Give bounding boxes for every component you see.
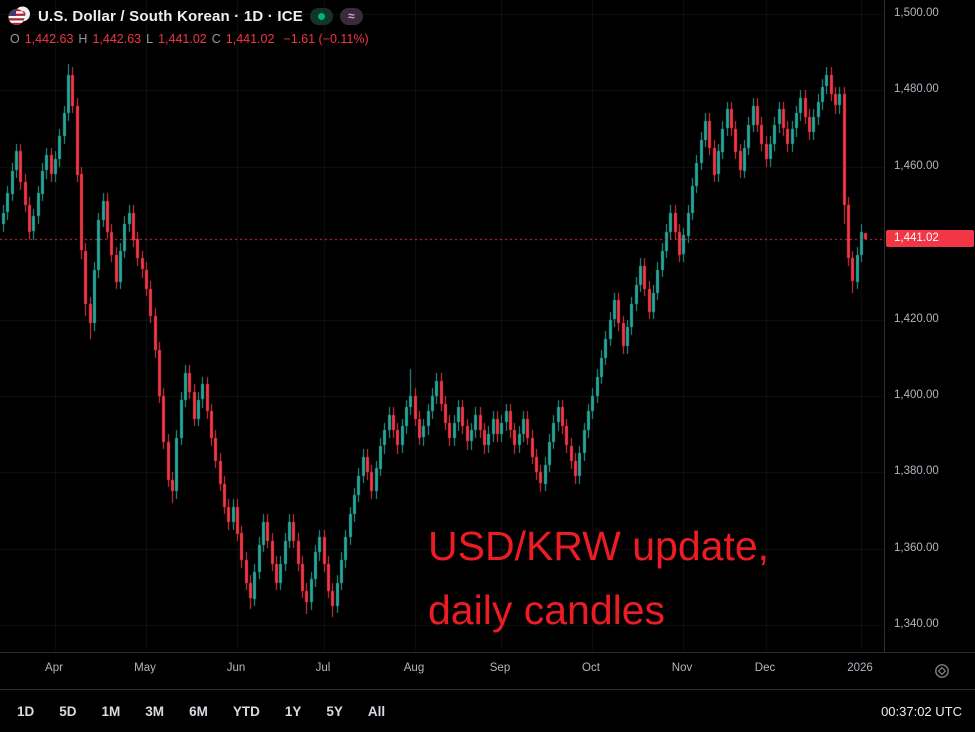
time-axis-label: Sep: [489, 662, 511, 674]
price-axis-label: 1,480.00: [894, 83, 939, 96]
price-axis-label: 1,360.00: [894, 541, 939, 554]
price-axis-label: 1,500.00: [894, 7, 939, 19]
price-axis-label: 1,400.00: [894, 388, 939, 401]
price-axis-label: 1,420.00: [894, 312, 939, 325]
time-axis-label: Jun: [226, 662, 246, 674]
data-mode-pill[interactable]: ≈: [339, 7, 363, 25]
utc-clock[interactable]: 00:37:02 UTC: [881, 703, 962, 719]
close-label: C: [211, 32, 221, 46]
market-status-pill[interactable]: [309, 7, 333, 25]
range-button-1m[interactable]: 1M: [101, 703, 121, 719]
time-axis[interactable]: Apr May Jun Jul Aug Sep Oct Nov Dec 2026: [0, 652, 975, 690]
time-axis-label: Jul: [315, 662, 331, 674]
price-axis[interactable]: 1,441.02 1,500.00 1,480.00 1,460.00 1,420.0…: [884, 0, 975, 652]
close-value: 1,441.02: [225, 32, 275, 46]
annotation-line-1: USD/KRW update,: [428, 523, 770, 569]
price-axis-label: 1,460.00: [894, 159, 939, 172]
time-axis-label: Nov: [671, 662, 693, 674]
time-axis-label: 2026: [847, 662, 873, 674]
chart-annotation: USD/KRW update, daily candles: [428, 514, 769, 642]
scale-settings-icon[interactable]: [933, 662, 951, 680]
data-wave-icon: ≈: [347, 9, 355, 23]
range-button-1y[interactable]: 1Y: [284, 703, 302, 719]
high-value: 1,442.63: [92, 32, 142, 46]
market-open-dot-icon: [317, 12, 325, 20]
timeframe-toolbar: 1D 5D 1M 3M 6M YTD 1Y 5Y All 00:37:02 UTC: [0, 689, 975, 732]
time-axis-label: Dec: [754, 662, 776, 674]
range-button-1d[interactable]: 1D: [17, 703, 35, 719]
us-flag-icon: [8, 9, 25, 25]
open-label: O: [10, 32, 20, 46]
candlestick-chart[interactable]: [0, 0, 884, 652]
time-axis-label: Oct: [582, 662, 600, 674]
price-axis-label: 1,340.00: [894, 618, 939, 630]
range-button-ytd[interactable]: YTD: [232, 703, 260, 719]
price-axis-label: 1,380.00: [894, 465, 939, 478]
high-label: H: [78, 32, 88, 46]
time-axis-label: Apr: [45, 662, 63, 674]
annotation-line-2: daily candles: [428, 587, 666, 633]
symbol-flags-icon: [8, 6, 31, 26]
low-value: 1,441.02: [158, 32, 207, 46]
time-axis-label: May: [134, 662, 156, 674]
low-label: L: [146, 32, 154, 46]
range-button-3m[interactable]: 3M: [145, 703, 165, 719]
time-axis-label: Aug: [403, 662, 425, 674]
symbol-title[interactable]: U.S. Dollar / South Korean · 1D · ICE: [38, 7, 303, 25]
open-value: 1,442.63: [24, 32, 74, 46]
range-button-5d[interactable]: 5D: [59, 703, 77, 719]
symbol-header: U.S. Dollar / South Korean · 1D · ICE ≈: [8, 6, 363, 26]
current-price-badge: 1,441.02: [886, 230, 974, 248]
change-value: −1.61 (−0.11%): [283, 32, 369, 46]
ohlc-readout: O 1,442.63 H 1,442.63 L 1,441.02 C 1,441…: [10, 32, 369, 46]
range-button-5y[interactable]: 5Y: [326, 703, 343, 719]
range-button-all[interactable]: All: [367, 703, 386, 719]
range-button-6m[interactable]: 6M: [189, 703, 208, 719]
